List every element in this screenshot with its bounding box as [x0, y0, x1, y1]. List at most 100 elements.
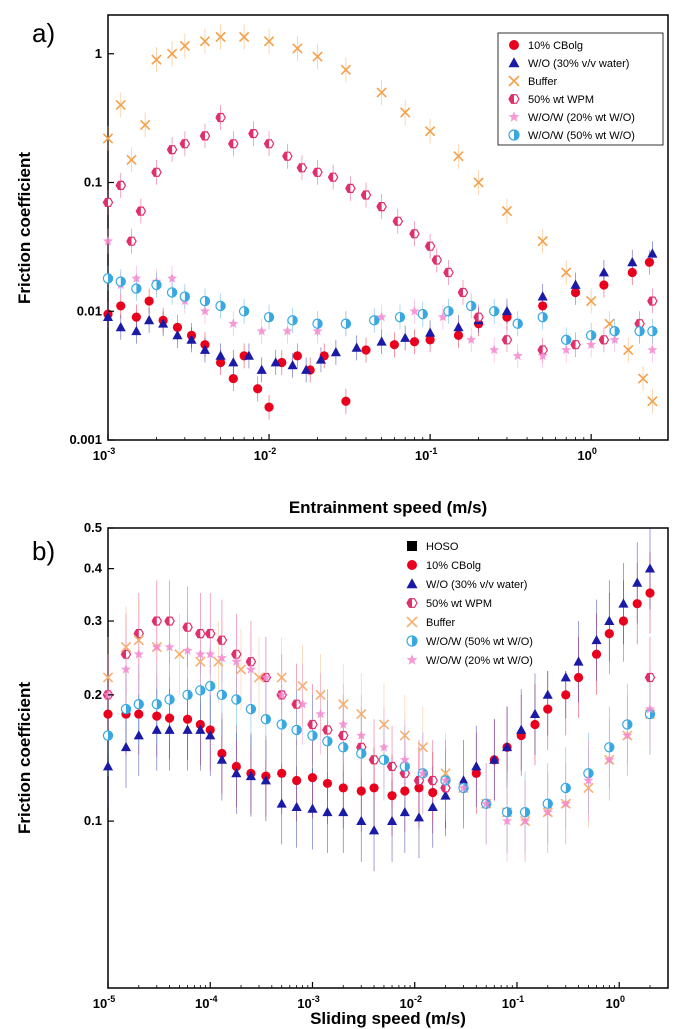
point-50-wt-wpm	[291, 699, 302, 709]
point-w-o-w-50-wt-w-o	[216, 689, 228, 701]
point-50-wt-wpm	[322, 725, 333, 735]
point-50-wt-wpm	[501, 335, 513, 345]
point-w-o-30-v-v-water	[243, 350, 254, 360]
point-10-cbolg	[389, 340, 399, 350]
point-w-o-w-20-wt-w-o	[604, 754, 615, 765]
point-10-cbolg	[292, 351, 303, 361]
point-10-cbolg	[369, 783, 379, 793]
panel-a-x-tick-label: 100	[577, 446, 596, 463]
point-buffer	[102, 133, 114, 144]
point-w-o-w-20-wt-w-o	[560, 798, 571, 808]
point-w-o-w-50-wt-w-o	[238, 306, 250, 317]
point-w-o-w-20-wt-w-o	[151, 641, 162, 652]
legend-marker-3	[406, 578, 418, 589]
panel-a-legend: 10% CBolg W/O (30% v/v water) Buffer 50% wt…	[497, 32, 664, 146]
point-50-wt-wpm	[338, 730, 349, 741]
panel-a-legend-box	[497, 32, 664, 146]
panel-b-x-tick-label: 10-5	[93, 994, 115, 1011]
point-50-wt-wpm	[296, 163, 308, 173]
point-50-wt-wpm	[135, 206, 147, 216]
panel-a-y-tick-label: 0.001	[69, 432, 102, 447]
point-10-cbolg	[387, 791, 397, 801]
point-w-o-30-v-v-water	[356, 815, 367, 826]
point-w-o-w-20-wt-w-o	[437, 311, 448, 322]
point-50-wt-wpm	[199, 131, 211, 141]
point-buffer	[356, 708, 367, 720]
panel-a-label: a)	[32, 18, 55, 48]
point-w-o-w-20-wt-w-o	[399, 754, 410, 765]
point-w-o-30-v-v-water	[291, 801, 302, 812]
point-w-o-w-50-wt-w-o	[133, 699, 144, 710]
panel-a: a) 10-3 10-2 10-1 100 0.001 0.01 0.1 1 Entrain…	[15, 14, 669, 517]
point-50-wt-wpm	[263, 139, 275, 149]
legend-marker-2	[407, 560, 417, 570]
panel-a-x-tick-label: 10-2	[254, 446, 276, 463]
point-w-o-30-v-v-water	[172, 330, 183, 340]
point-w-o-w-50-wt-w-o	[417, 308, 428, 320]
point-50-wt-wpm	[204, 628, 216, 639]
point-w-o-w-20-wt-w-o	[378, 742, 389, 752]
point-w-o-w-50-wt-w-o	[634, 325, 645, 337]
point-10-cbolg	[195, 719, 205, 730]
point-w-o-30-v-v-water	[276, 798, 287, 808]
point-w-o-w-20-wt-w-o	[466, 334, 477, 345]
point-w-o-w-50-wt-w-o	[260, 713, 272, 725]
point-50-wt-wpm	[598, 335, 610, 345]
point-w-o-w-50-wt-w-o	[443, 306, 454, 317]
point-buffer	[501, 205, 513, 217]
legend-label-4: 50% wt WPM	[528, 94, 594, 106]
point-50-wt-wpm	[228, 139, 239, 149]
point-w-o-w-20-wt-w-o	[182, 645, 193, 655]
point-10-cbolg	[591, 649, 602, 659]
point-w-o-w-20-wt-w-o	[537, 350, 548, 361]
point-buffer	[376, 87, 387, 98]
point-buffer	[315, 689, 326, 701]
point-10-cbolg	[604, 628, 614, 639]
point-w-o-30-v-v-water	[186, 334, 197, 344]
point-w-o-w-50-wt-w-o	[199, 295, 211, 307]
point-10-cbolg	[618, 616, 629, 626]
point-w-o-30-v-v-water	[647, 248, 658, 258]
point-buffer	[238, 31, 250, 43]
point-10-cbolg	[164, 713, 175, 723]
point-buffer	[199, 36, 211, 47]
point-w-o-w-50-wt-w-o	[560, 782, 571, 794]
point-w-o-30-v-v-water	[644, 563, 656, 573]
point-50-wt-wpm	[151, 167, 162, 177]
legend-label-3: Buffer	[528, 76, 557, 88]
point-10-cbolg	[627, 267, 637, 278]
point-w-o-w-20-wt-w-o	[205, 648, 216, 659]
point-w-o-w-20-wt-w-o	[512, 350, 523, 361]
point-w-o-30-v-v-water	[102, 311, 114, 322]
point-buffer	[473, 177, 484, 188]
point-w-o-30-v-v-water	[120, 741, 132, 752]
point-w-o-w-20-wt-w-o	[199, 306, 210, 316]
point-w-o-30-v-v-water	[453, 322, 464, 332]
point-w-o-30-v-v-water	[598, 267, 609, 277]
point-w-o-w-50-wt-w-o	[291, 724, 302, 736]
point-w-o-w-20-wt-w-o	[645, 703, 655, 714]
point-w-o-30-v-v-water	[133, 730, 144, 740]
point-50-wt-wpm	[216, 635, 228, 645]
point-w-o-w-50-wt-w-o	[102, 273, 114, 284]
point-w-o-w-50-wt-w-o	[378, 754, 390, 766]
panel-a-x-tick-label: 10-1	[415, 446, 437, 463]
point-w-o-w-50-wt-w-o	[583, 768, 594, 779]
point-50-wt-wpm	[440, 783, 451, 793]
point-w-o-w-50-wt-w-o	[604, 742, 615, 753]
point-buffer	[585, 295, 597, 307]
point-10-cbolg	[561, 690, 571, 700]
point-w-o-30-v-v-water	[330, 347, 341, 357]
panel-a-y-axis-title: Friction coefficient	[15, 152, 34, 304]
point-buffer	[340, 64, 352, 76]
point-w-o-w-50-wt-w-o	[585, 330, 597, 341]
point-w-o-30-v-v-water	[502, 741, 513, 752]
point-w-o-w-50-wt-w-o	[263, 311, 275, 323]
point-w-o-30-v-v-water	[307, 803, 318, 813]
point-50-wt-wpm	[164, 616, 175, 626]
point-10-cbolg	[277, 768, 287, 778]
point-w-o-30-v-v-water	[151, 724, 162, 734]
legend-marker-1	[509, 40, 519, 50]
point-w-o-w-20-wt-w-o	[131, 273, 142, 283]
point-w-o-w-50-wt-w-o	[356, 748, 367, 759]
